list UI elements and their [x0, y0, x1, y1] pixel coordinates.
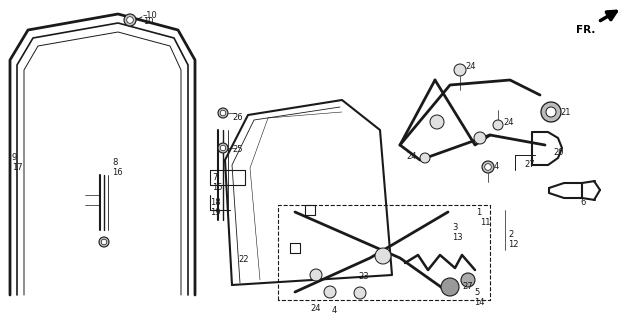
Text: 27: 27 [462, 282, 473, 291]
Text: 24: 24 [406, 152, 417, 161]
Circle shape [354, 287, 366, 299]
Circle shape [218, 108, 228, 118]
Circle shape [220, 145, 226, 151]
Circle shape [441, 278, 459, 296]
Circle shape [127, 17, 134, 23]
Text: 12: 12 [508, 240, 518, 249]
Text: 15: 15 [212, 183, 223, 192]
Circle shape [485, 164, 491, 170]
Text: 21: 21 [560, 108, 570, 117]
Circle shape [324, 286, 336, 298]
Text: 19: 19 [210, 208, 221, 217]
Text: 18: 18 [210, 198, 221, 207]
Text: 5: 5 [474, 288, 480, 297]
Text: 11: 11 [480, 218, 490, 227]
Circle shape [124, 14, 136, 26]
Text: 2: 2 [508, 230, 513, 239]
Circle shape [430, 115, 444, 129]
Circle shape [461, 273, 475, 287]
Text: 6: 6 [580, 198, 585, 207]
Text: 10: 10 [143, 17, 153, 26]
Text: 27: 27 [524, 160, 535, 169]
Text: 9: 9 [12, 153, 17, 162]
Text: 23: 23 [358, 272, 369, 281]
Text: 24: 24 [465, 62, 476, 71]
Text: 13: 13 [452, 233, 462, 242]
Text: 17: 17 [12, 163, 23, 172]
Circle shape [482, 161, 494, 173]
Circle shape [474, 132, 486, 144]
Text: 4: 4 [332, 306, 337, 315]
Text: 7: 7 [212, 173, 218, 182]
Text: –10: –10 [143, 12, 158, 20]
Text: 20: 20 [553, 148, 563, 157]
Circle shape [541, 102, 561, 122]
Circle shape [375, 248, 391, 264]
Circle shape [546, 107, 556, 117]
Text: 3: 3 [452, 223, 457, 232]
Text: 8: 8 [112, 158, 118, 167]
Circle shape [218, 143, 228, 153]
Text: 24: 24 [310, 304, 321, 313]
Circle shape [101, 239, 107, 245]
Text: 25: 25 [232, 145, 242, 154]
Text: 4: 4 [494, 162, 499, 171]
Text: 24: 24 [503, 118, 513, 127]
Text: 14: 14 [474, 298, 485, 307]
Circle shape [454, 64, 466, 76]
Circle shape [420, 153, 430, 163]
Circle shape [99, 237, 109, 247]
Text: FR.: FR. [576, 25, 595, 35]
Circle shape [310, 269, 322, 281]
Text: 22: 22 [238, 255, 249, 264]
Text: 16: 16 [112, 168, 123, 177]
Circle shape [493, 120, 503, 130]
Text: 26: 26 [232, 113, 242, 122]
Circle shape [220, 110, 226, 116]
Text: 1: 1 [476, 208, 481, 217]
